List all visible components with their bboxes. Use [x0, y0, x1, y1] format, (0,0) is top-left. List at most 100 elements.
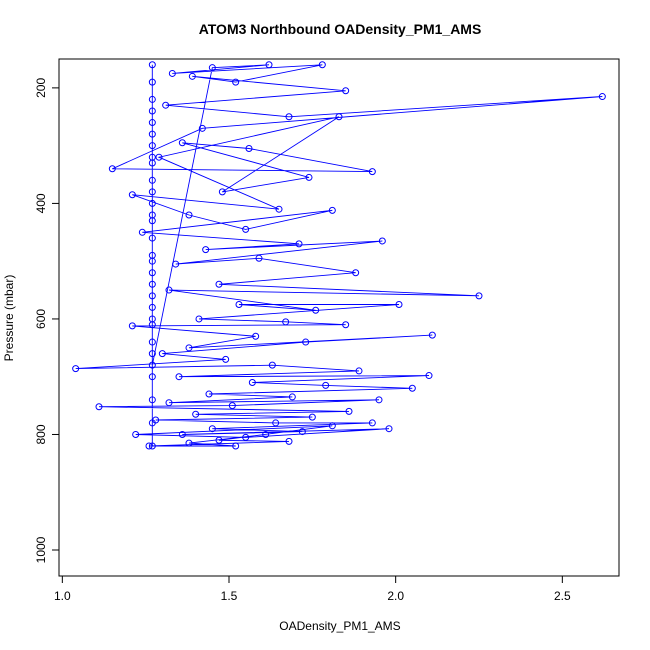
data-point	[302, 338, 310, 346]
data-point	[208, 64, 216, 72]
data-point	[138, 228, 146, 236]
data-point	[178, 139, 186, 147]
y-tick-label: 800	[34, 424, 48, 444]
data-point	[108, 165, 116, 173]
data-point	[245, 145, 253, 153]
data-point	[355, 367, 363, 375]
data-point	[265, 61, 273, 69]
x-tick-label: 1.5	[221, 589, 238, 603]
data-point	[148, 107, 156, 115]
data-point	[252, 332, 260, 340]
data-point	[148, 280, 156, 288]
data-point	[295, 240, 303, 248]
data-point	[215, 436, 223, 444]
data-point	[395, 301, 403, 309]
data-point	[285, 113, 293, 121]
data-point	[148, 153, 156, 161]
data-point	[148, 303, 156, 311]
data-point	[232, 78, 240, 86]
data-point	[282, 318, 290, 326]
data-point	[185, 344, 193, 352]
data-point	[148, 142, 156, 150]
data-point	[312, 306, 320, 314]
data-point	[202, 246, 210, 254]
data-point	[148, 292, 156, 300]
data-point	[255, 254, 263, 262]
data-point	[185, 211, 193, 219]
data-point	[305, 173, 313, 181]
data-point	[215, 280, 223, 288]
data-point	[148, 396, 156, 404]
data-point	[268, 361, 276, 369]
data-point	[148, 176, 156, 184]
data-point	[262, 430, 270, 438]
data-point	[242, 225, 250, 233]
data-point	[195, 315, 203, 323]
x-axis: 1.0 1.5 2.0 2.5	[54, 575, 571, 603]
data-point	[165, 399, 173, 407]
data-point	[95, 403, 103, 411]
data-point	[128, 191, 136, 199]
data-point	[232, 442, 240, 450]
data-point	[148, 234, 156, 242]
x-axis-label: OADensity_PM1_AMS	[279, 619, 400, 633]
data-point	[178, 430, 186, 438]
data-point	[272, 419, 280, 427]
x-tick-label: 2.0	[387, 589, 404, 603]
data-point	[288, 393, 296, 401]
data-point	[148, 61, 156, 69]
data-point	[148, 119, 156, 127]
data-point	[222, 355, 230, 363]
data-point	[342, 321, 350, 329]
data-point	[335, 113, 343, 121]
data-point	[205, 390, 213, 398]
series-0	[72, 61, 606, 450]
data-point	[425, 372, 433, 380]
data-point	[148, 251, 156, 259]
data-point	[148, 199, 156, 207]
data-point	[148, 78, 156, 86]
data-point	[188, 72, 196, 80]
data-point	[408, 384, 416, 392]
data-point	[328, 206, 336, 214]
data-point	[368, 168, 376, 176]
plot-frame	[58, 58, 620, 577]
data-point	[148, 373, 156, 381]
data-point	[298, 428, 306, 436]
x-tick-label: 2.5	[554, 589, 571, 603]
data-point	[428, 331, 436, 339]
series-layer	[72, 61, 606, 450]
data-point	[145, 442, 153, 450]
data-point	[148, 130, 156, 138]
y-axis: 200 400 600 800 1000	[34, 78, 60, 563]
data-point	[198, 124, 206, 132]
series-line	[75, 64, 603, 447]
data-point	[352, 269, 360, 277]
data-point	[148, 269, 156, 277]
data-point	[152, 416, 160, 424]
data-point	[132, 430, 140, 438]
data-point	[168, 69, 176, 77]
data-point	[162, 101, 170, 109]
y-axis-label: Pressure (mbar)	[2, 275, 16, 362]
x-tick-label: 1.0	[54, 589, 71, 603]
data-point	[172, 260, 180, 268]
chart-title: ATOM3 Northbound OADensity_PM1_AMS	[199, 21, 482, 37]
data-point	[72, 365, 80, 373]
y-tick-label: 200	[34, 78, 48, 98]
data-point	[148, 338, 156, 346]
data-point	[208, 425, 216, 433]
data-point	[235, 301, 243, 309]
data-point	[148, 211, 156, 219]
y-tick-label: 600	[34, 309, 48, 329]
data-point	[475, 292, 483, 300]
data-point	[285, 437, 293, 445]
data-point	[228, 402, 236, 410]
data-point	[148, 95, 156, 103]
data-point	[308, 413, 316, 421]
data-point	[598, 93, 606, 101]
data-point	[248, 378, 256, 386]
data-point	[375, 396, 383, 404]
data-point	[148, 350, 156, 358]
